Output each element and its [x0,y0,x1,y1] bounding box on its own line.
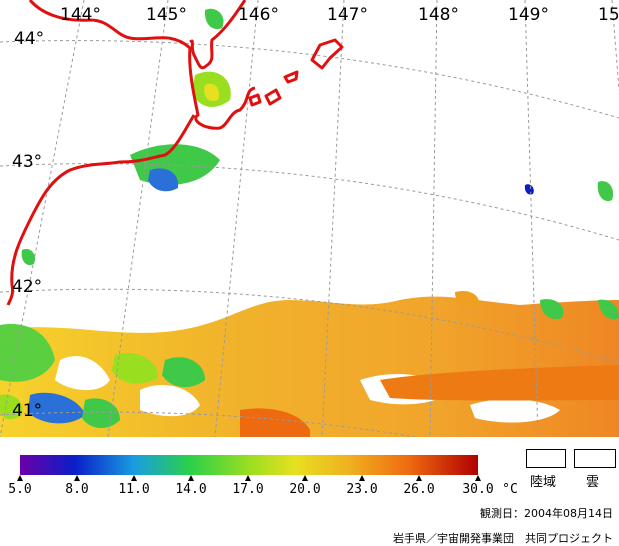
lon-label-144: 144° [60,5,101,25]
observation-date: 観測日：2004年08月14日 [480,507,613,520]
lon-label-148: 148° [418,5,459,25]
colorbar-tick-label: 8.0 [65,482,89,497]
longitude-labels: 144° 145° 146° 147° 148° 149° 15 [60,5,619,25]
colorbar-gradient [20,455,478,475]
coastline [6,0,344,306]
sst-map: 144° 145° 146° 147° 148° 149° 15 44° 43°… [0,0,619,437]
lon-label-147: 147° [327,5,368,25]
colorbar-tick-label: 23.0 [346,482,378,497]
colorbar-tick-label: 11.0 [118,482,150,497]
cloud-swatch [574,449,616,468]
lat-label-43: 43° [12,152,42,172]
colorbar-tick-label: 26.0 [403,482,435,497]
colorbar-unit: °C [502,482,518,497]
lon-label-150: 15 [598,5,619,25]
land-label: 陸域 [530,475,557,490]
lon-label-149: 149° [508,5,549,25]
lon-label-146: 146° [238,5,279,25]
graticule [0,0,619,437]
land-swatch [526,449,566,468]
colorbar-tick-label: 30.0 [462,482,494,497]
lat-label-44: 44° [14,29,44,49]
lat-label-41: 41° [12,401,42,421]
latitude-labels: 44° 43° 42° 41° [12,29,44,421]
credit-text: 岩手県／宇宙開発事業団 共同プロジェクト [393,532,613,545]
cloud-label: 雲 [586,475,600,490]
colorbar-tick-label: 14.0 [175,482,207,497]
lon-label-145: 145° [146,5,187,25]
colorbar-ticks [17,475,481,481]
colorbar-tick-label: 5.0 [8,482,32,497]
colorbar [17,455,481,481]
sst-data-layer [0,8,619,437]
colorbar-tick-label: 20.0 [289,482,321,497]
lat-label-42: 42° [12,277,42,297]
colorbar-tick-label: 17.0 [232,482,264,497]
